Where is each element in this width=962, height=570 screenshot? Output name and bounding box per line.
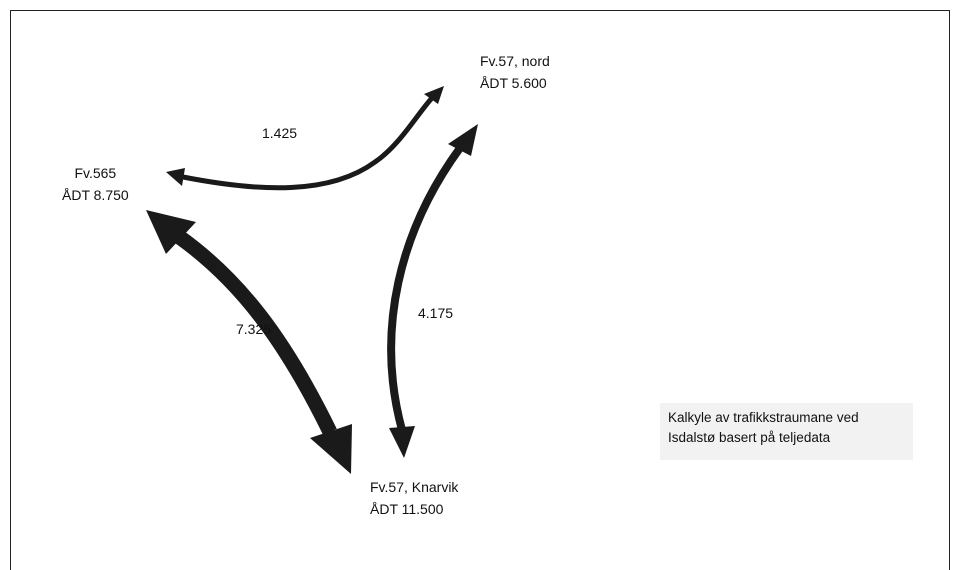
diagram-frame bbox=[10, 10, 950, 570]
node-adt: ÅDT 11.500 bbox=[370, 501, 444, 517]
flow-label-fv565-fv57-knarvik: 7.325 bbox=[236, 321, 272, 337]
node-fv57-knarvik: Fv.57, Knarvik ÅDT 11.500 bbox=[370, 476, 458, 520]
node-adt: ÅDT 5.600 bbox=[480, 75, 547, 91]
note-box: Kalkyle av trafikkstraumane ved Isdalstø… bbox=[660, 403, 913, 460]
flow-arrow-fv57-nord-fv57-knarvik bbox=[387, 124, 478, 458]
flow-arrow-fv565-fv57-knarvik bbox=[146, 210, 352, 474]
node-name: Fv.565 bbox=[74, 165, 117, 181]
flow-label-fv57-nord-fv57-knarvik: 4.175 bbox=[418, 305, 454, 321]
flow-arrow-fv565-fv57-nord bbox=[166, 86, 444, 191]
node-fv565: Fv.565 ÅDT 8.750 bbox=[62, 162, 129, 206]
node-adt: ÅDT 8.750 bbox=[62, 187, 129, 203]
traffic-flow-arrows bbox=[146, 86, 478, 474]
flow-label-fv565-fv57-nord: 1.425 bbox=[262, 125, 298, 141]
node-name: Fv.57, nord bbox=[480, 53, 550, 69]
node-fv57-nord: Fv.57, nord ÅDT 5.600 bbox=[480, 50, 550, 94]
node-name: Fv.57, Knarvik bbox=[370, 479, 459, 495]
